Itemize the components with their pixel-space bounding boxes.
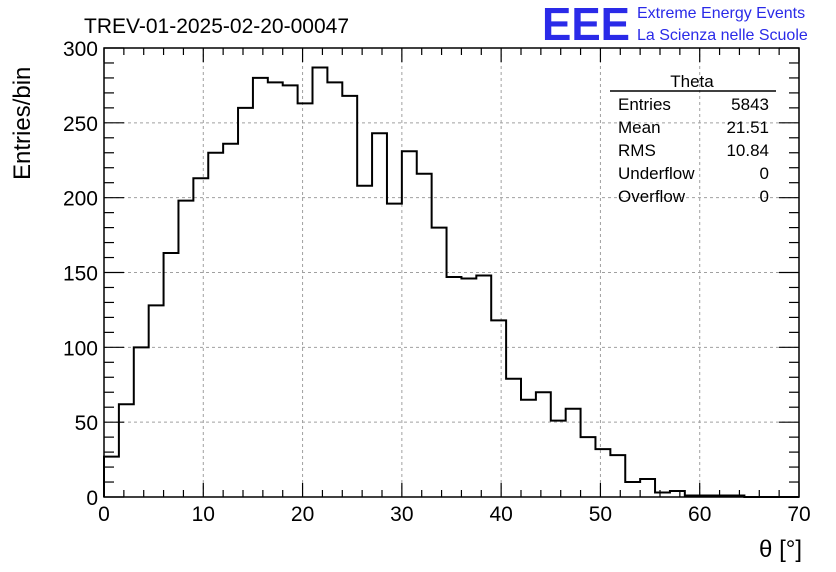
- stats-mean-value: 21.51: [726, 118, 769, 137]
- axis-ticks: [103, 47, 800, 498]
- logo-line-2: La Scienza nelle Scuole: [637, 27, 808, 44]
- stats-overflow-value: 0: [760, 187, 769, 206]
- x-tick-label: 10: [192, 503, 215, 526]
- stats-box: Theta Entries 5843 Mean 21.51 RMS 10.84 …: [610, 72, 776, 206]
- stats-underflow-value: 0: [760, 164, 769, 183]
- eee-logo: EEE Extreme Energy Events La Scienza nel…: [542, 0, 808, 50]
- chart-title: TREV-01-2025-02-20-00047: [84, 15, 349, 38]
- stats-entries-value: 5843: [731, 95, 769, 114]
- stats-entries-label: Entries: [618, 95, 671, 114]
- stats-underflow-label: Underflow: [618, 164, 695, 183]
- x-tick-label: 70: [787, 503, 810, 526]
- tick-labels: 0 10 20 30 40 50 60 70 0 50 100 150 200 250 300: [63, 38, 811, 526]
- logo-line-1: Extreme Energy Events: [637, 5, 805, 22]
- x-tick-label: 50: [589, 503, 612, 526]
- x-tick-label: 0: [98, 503, 110, 526]
- y-tick-label: 150: [63, 263, 98, 286]
- stats-rms-value: 10.84: [726, 141, 769, 160]
- y-tick-label: 250: [63, 113, 98, 136]
- stats-rms-label: RMS: [618, 141, 656, 160]
- y-tick-label: 200: [63, 188, 98, 211]
- y-tick-label: 0: [86, 487, 98, 510]
- stats-overflow-label: Overflow: [618, 187, 686, 206]
- x-tick-label: 40: [489, 503, 512, 526]
- logo-mark: EEE: [542, 0, 630, 50]
- stats-mean-label: Mean: [618, 118, 661, 137]
- x-tick-label: 20: [291, 503, 314, 526]
- y-axis-title: Entries/bin: [9, 67, 36, 180]
- grid-lines: [104, 48, 799, 497]
- y-tick-label: 300: [63, 38, 98, 61]
- x-tick-label: 30: [390, 503, 413, 526]
- y-tick-label: 100: [63, 337, 98, 360]
- y-tick-label: 50: [75, 412, 98, 435]
- histogram-outline: [103, 66, 799, 498]
- x-tick-label: 60: [688, 503, 711, 526]
- x-axis-title: θ [°]: [759, 536, 802, 563]
- stats-name: Theta: [670, 72, 714, 91]
